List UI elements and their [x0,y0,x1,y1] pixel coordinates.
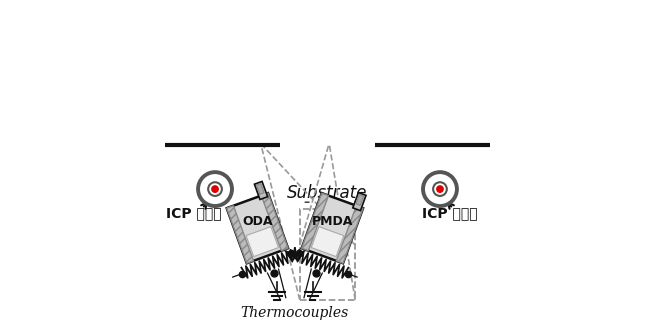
Polygon shape [356,195,364,205]
Polygon shape [261,193,288,251]
Polygon shape [257,184,264,194]
Polygon shape [227,193,288,263]
Text: Thermocouples: Thermocouples [241,306,349,320]
Polygon shape [227,206,253,263]
Text: PMDA: PMDA [312,215,353,228]
Polygon shape [246,227,278,257]
Circle shape [208,182,222,196]
Text: ICP 안테나: ICP 안테나 [166,207,222,220]
Polygon shape [336,206,363,263]
Text: ODA: ODA [242,215,272,228]
Polygon shape [254,181,268,200]
Polygon shape [311,227,344,257]
Polygon shape [302,193,363,263]
Circle shape [423,172,457,206]
Text: –: – [337,196,343,209]
Polygon shape [353,193,366,211]
Circle shape [211,185,219,193]
Circle shape [198,172,232,206]
Circle shape [436,185,444,193]
Text: ICP 안테나: ICP 안테나 [422,207,477,220]
Bar [300,209,355,300]
Text: –: – [303,196,309,209]
Polygon shape [302,193,329,251]
Text: Substrate: Substrate [288,184,367,202]
Circle shape [433,182,447,196]
